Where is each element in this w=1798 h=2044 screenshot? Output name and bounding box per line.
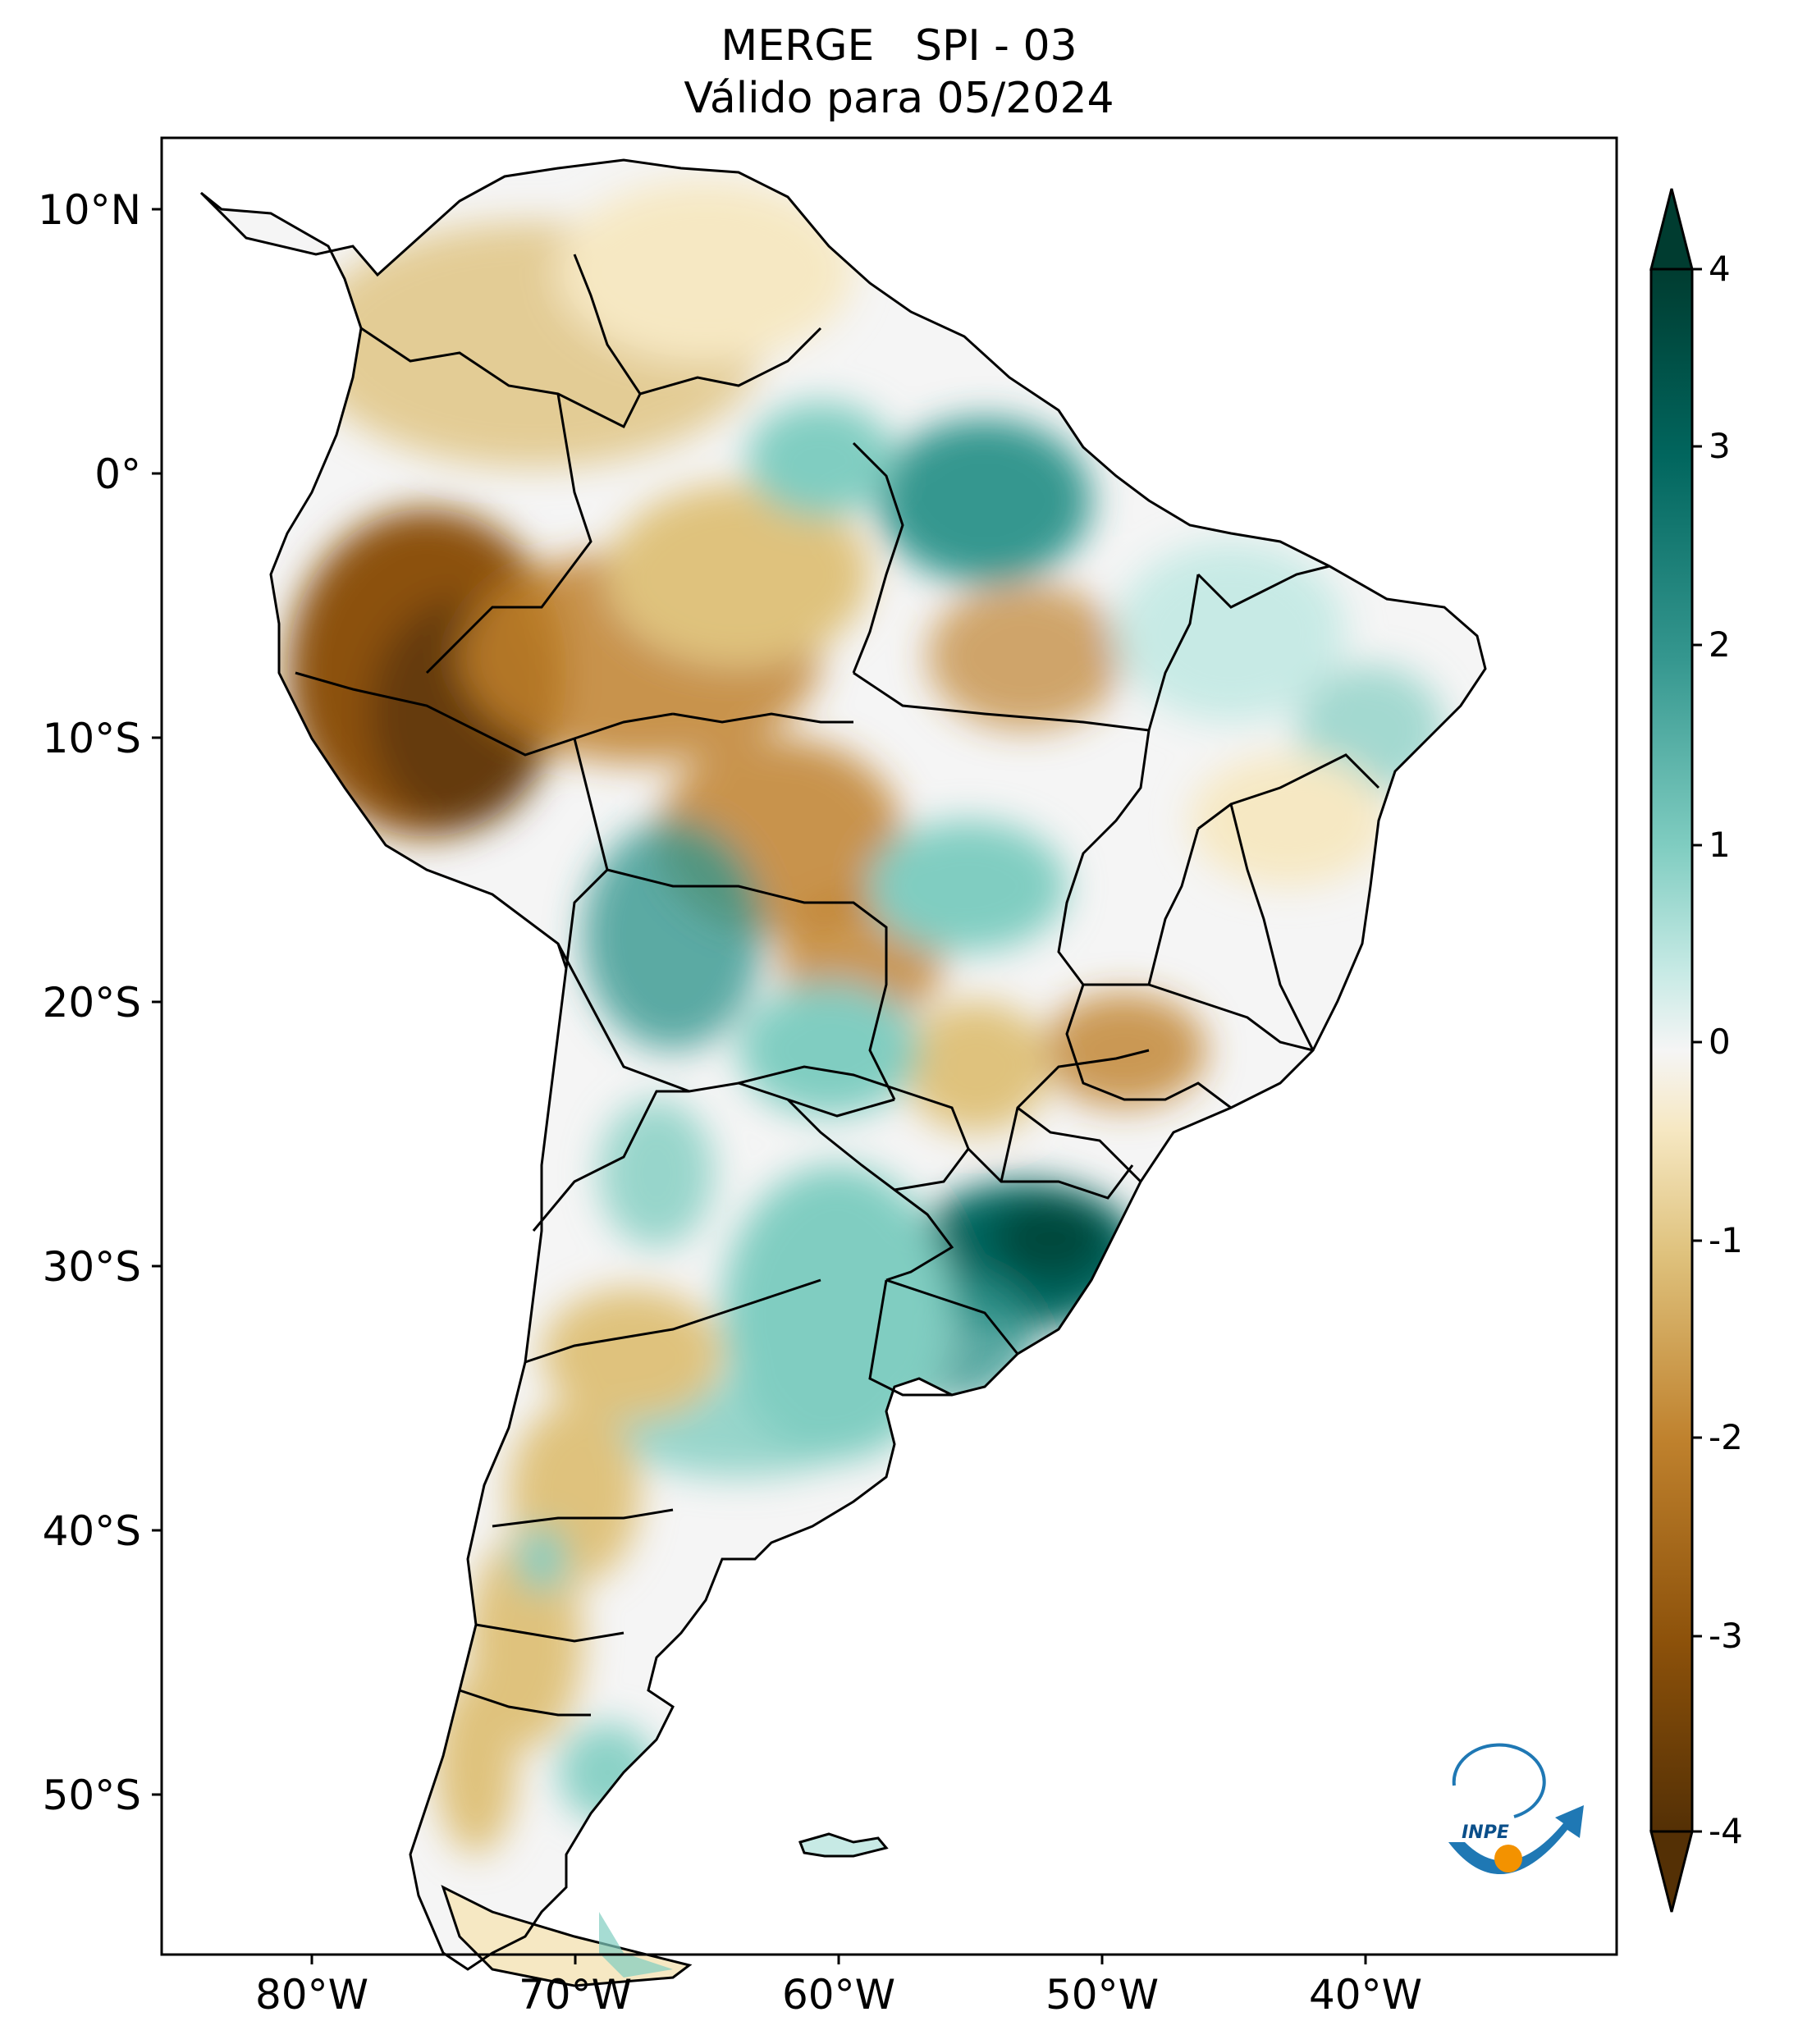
lat-label-0: 0° [94,450,141,498]
colorbar-gradient [1649,268,1694,1833]
continent-outline [199,158,1487,1971]
axis-ticks [152,208,1367,1964]
falkland-islands [798,1832,889,1858]
inpe-logo-dot-icon [1494,1845,1522,1873]
lat-label-30s: 30°S [43,1243,141,1291]
inpe-logo-text: INPE [1462,1822,1509,1843]
lon-label-80w: 80°W [255,1971,368,2019]
colorbar: 4 3 2 1 0 -1 -2 -3 -4 [1649,188,1743,1913]
lon-label-40w: 40°W [1309,1971,1422,2019]
colorbar-tick-neg1: -1 [1709,1220,1743,1260]
colorbar-tick-1: 1 [1709,825,1731,865]
political-borders [295,254,1380,1717]
colorbar-tick-2: 2 [1709,624,1731,665]
inpe-logo-orbit-icon [1452,1743,1546,1818]
colorbar-tick-neg3: -3 [1709,1616,1743,1656]
map-frame [160,136,1618,1956]
lat-label-20s: 20°S [43,979,141,1027]
colorbar-extend-top [1649,188,1694,271]
colorbar-tick-neg4: -4 [1709,1811,1743,1851]
lon-label-60w: 60°W [782,1971,895,2019]
tierra-del-fuego-wet-patch [599,1912,673,1978]
lon-label-70w: 70°W [519,1971,632,2019]
lat-label-10n: 10°N [38,186,141,234]
colorbar-tick-neg2: -2 [1709,1417,1743,1457]
colorbar-tick-4: 4 [1709,249,1731,289]
inpe-logo-arrow-icon [1448,1805,1584,1875]
colorbar-tick-3: 3 [1709,426,1731,466]
colorbar-extend-bottom [1649,1830,1694,1913]
lat-label-40s: 40°S [43,1507,141,1555]
lat-label-10s: 10°S [43,715,141,762]
colorbar-tick-0: 0 [1709,1022,1731,1062]
map-title-line-1: MERGE SPI - 03 [721,21,1077,71]
inpe-logo: INPE [1448,1743,1584,1875]
map-title-line-2: Válido para 05/2024 [684,74,1114,123]
lon-label-50w: 50°W [1045,1971,1159,2019]
lat-label-50s: 50°S [43,1772,141,1819]
